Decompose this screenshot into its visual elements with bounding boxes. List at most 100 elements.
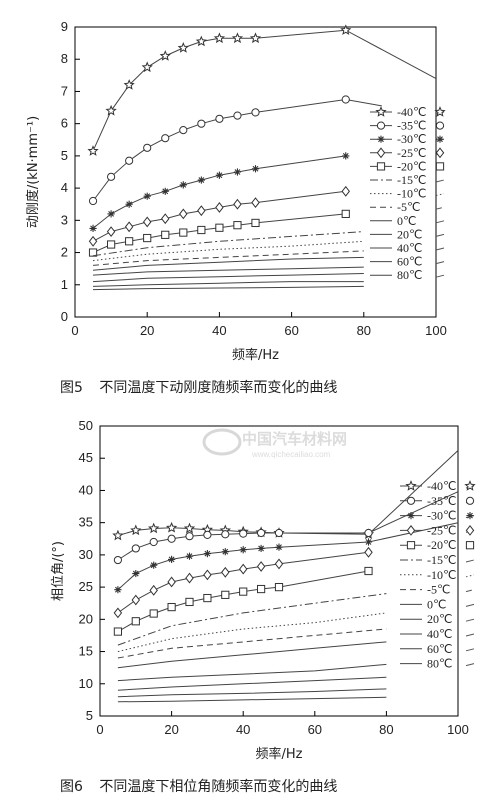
fig5-point-minus-30c (197, 176, 205, 184)
fig5-line-20c (92, 266, 364, 276)
fig6-y-tick-label: 35 (79, 515, 93, 530)
fig6-series-minus-5c (117, 628, 387, 659)
watermark-url: www.qichecailiao.com (251, 450, 331, 459)
fig6-point-minus-35c (203, 530, 212, 540)
fig5-series-minus-40c (87, 24, 437, 156)
fig5-point-minus-35c (88, 196, 98, 206)
fig5-series-20c (92, 266, 364, 276)
fig6-line-0c (117, 641, 387, 669)
fig5-series-80c (92, 285, 364, 291)
fig5-y-tick-label: 2 (61, 245, 68, 260)
fig5-point-minus-30c (233, 168, 242, 176)
fig5-y-tick-label: 4 (61, 180, 68, 195)
fig6-point-minus-20c (274, 583, 284, 592)
figure5-caption: 图5 不同温度下动刚度随频率而变化的曲线 (60, 377, 337, 397)
fig5-point-minus-20c (107, 240, 116, 249)
fig5-point-minus-30c (107, 210, 115, 218)
fig5-point-minus-20c (233, 221, 242, 230)
fig5-y-tick-label: 8 (61, 51, 68, 66)
fig5-series-minus-25c (88, 185, 350, 247)
fig6-x-tick-label: 20 (164, 722, 178, 737)
fig6-legend-marker-minus-25c (406, 524, 416, 536)
fig6-legend-label-40c: 40℃ (427, 627, 452, 641)
fig6-point-minus-30c (239, 546, 247, 554)
fig6-point-minus-35c (149, 537, 158, 547)
fig6-legend-tail-minus-5c (465, 589, 475, 593)
fig5-point-minus-30c (251, 165, 260, 173)
fig6-point-minus-40c (183, 522, 196, 534)
fig5-legend-tail-minus-5c (435, 206, 445, 210)
fig6-legend-marker-minus-30c (407, 512, 415, 520)
fig5-series-minus-10c (92, 240, 364, 262)
fig6-point-minus-40c (165, 521, 178, 533)
fig6-line-minus-25c (117, 551, 369, 614)
figure6-title: 不同温度下相位角随频率而变化的曲线 (99, 779, 338, 795)
fig5-point-minus-30c (125, 200, 133, 208)
figure6-number: 图6 (60, 779, 83, 795)
fig6-point-minus-25c (149, 584, 158, 596)
fig5-legend-tail-0c (435, 220, 445, 224)
fig6-point-minus-20c (167, 602, 176, 612)
fig6-series-80c (117, 696, 387, 703)
fig5-point-minus-35c (179, 126, 188, 135)
fig5-point-minus-40c (177, 41, 189, 53)
fig5-point-minus-35c (341, 95, 350, 104)
fig6-point-minus-20c (131, 617, 140, 626)
fig5-legend-marker-minus-35c (376, 121, 386, 130)
fig6-point-minus-30c (185, 552, 194, 560)
fig6-x-tick-label: 80 (379, 722, 393, 737)
fig5-point-minus-25c (341, 185, 350, 197)
fig6-legend-label-minus-35c: -35℃ (427, 494, 456, 508)
fig5-point-minus-35c (233, 111, 242, 120)
fig6-point-minus-30c (221, 548, 229, 556)
fig5-point-minus-30c (143, 192, 151, 200)
fig5-series-minus-35c (88, 95, 382, 206)
fig6-y-tick-label: 50 (79, 418, 93, 433)
fig6-point-minus-20c (149, 609, 158, 618)
fig6-line-minus-30c (117, 522, 459, 591)
fig5-point-minus-40c (123, 79, 135, 90)
fig6-line-minus-15c (117, 593, 387, 646)
fig6-point-minus-20c (203, 593, 212, 603)
fig6-point-minus-20c (364, 566, 373, 576)
fig6-legend-marker-minus-40c (405, 480, 417, 491)
fig5-point-minus-20c (143, 233, 152, 243)
fig6-point-minus-30c (275, 543, 283, 551)
fig5-legend-label-minus-30c: -30℃ (397, 132, 426, 146)
fig6-x-axis-title: 频率/Hz (256, 746, 303, 762)
fig5-legend-label-minus-10c: -10℃ (397, 187, 426, 201)
fig5-legend-marker-minus-20c (376, 162, 386, 171)
fig5-line-40c (92, 273, 364, 283)
fig5-point-minus-30c (89, 224, 97, 232)
fig5-point-minus-40c (159, 50, 171, 61)
stiffness-chart: 0 20 40 60 80 100 0 1 2 3 4 5 6 7 8 9 频率/Hz 动刚度/(kN·mm⁻¹)… (25, 19, 447, 363)
fig5-y-tick-label: 3 (61, 212, 68, 227)
fig5-line-minus-25c (92, 190, 346, 242)
fig6-y-tick-label: 10 (79, 676, 93, 691)
fig5-point-minus-35c (197, 119, 206, 128)
fig5-legend-tail-marker-minus-20c (435, 162, 445, 171)
fig6-point-minus-25c (113, 607, 123, 619)
fig5-point-minus-30c (215, 171, 223, 179)
fig5-point-minus-40c (340, 24, 352, 35)
fig5-line-minus-10c (92, 240, 364, 262)
fig6-point-minus-35c (257, 528, 266, 538)
fig6-x-tick-label: 40 (236, 722, 250, 737)
fig5-y-tick-label: 6 (61, 116, 68, 131)
fig6-line-20c (117, 663, 387, 682)
fig5-point-minus-20c (88, 248, 98, 257)
fig5-point-minus-25c (179, 208, 188, 220)
fig6-point-minus-25c (131, 594, 141, 606)
fig5-line-0c (92, 256, 364, 271)
fig5-point-minus-40c (249, 32, 262, 44)
fig5-y-tick-label: 1 (61, 277, 68, 292)
fig5-line-60c (92, 281, 364, 287)
fig5-point-minus-25c (124, 221, 134, 233)
fig6-y-tick-label: 30 (79, 547, 93, 562)
fig6-point-minus-25c (185, 572, 194, 584)
watermark-logo: 中国汽车材料网 www.qichecailiao.com (202, 428, 347, 459)
fig6-point-minus-35c (221, 530, 230, 539)
fig6-line-minus-40c (117, 450, 459, 537)
fig5-legend-label-40c: 40℃ (397, 241, 422, 255)
fig6-line-minus-10c (117, 612, 387, 653)
